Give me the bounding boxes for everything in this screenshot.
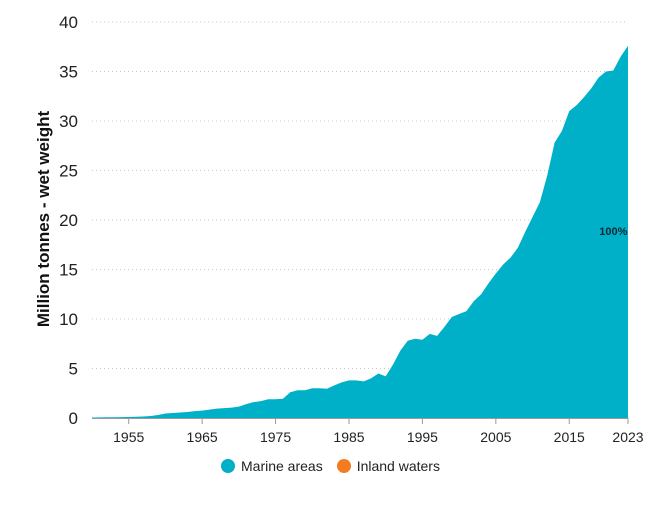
x-tick-label: 2005 <box>480 429 511 445</box>
y-tick-label: 25 <box>59 162 78 181</box>
area-series <box>92 45 628 418</box>
legend-label-inland: Inland waters <box>356 458 440 474</box>
annotations: 100% <box>599 226 627 238</box>
x-tick-label: 1995 <box>407 429 438 445</box>
annotation-label: 100% <box>599 226 627 238</box>
y-tick-labels: 0 5 10 15 20 25 30 35 40 <box>59 13 78 428</box>
y-tick-label: 15 <box>59 261 78 280</box>
x-tick-label: 2023 <box>612 429 643 445</box>
y-tick-label: 0 <box>69 409 78 428</box>
x-tick-label: 1955 <box>113 429 144 445</box>
x-tick-label: 1975 <box>260 429 291 445</box>
x-tick-label: 1965 <box>187 429 218 445</box>
legend-label-marine: Marine areas <box>241 458 323 474</box>
legend: Marine areas Inland waters <box>0 458 661 474</box>
x-tick-label: 2015 <box>554 429 585 445</box>
x-axis: 1955 1965 1975 1985 1995 2005 2015 2023 <box>92 418 644 445</box>
legend-swatch-marine <box>221 459 235 473</box>
y-tick-label: 30 <box>59 112 78 131</box>
y-axis-label: Million tonnes - wet weight <box>34 111 53 328</box>
area-marine-areas[interactable] <box>92 45 628 418</box>
gridlines <box>92 21 628 369</box>
x-tick-label: 1985 <box>333 429 364 445</box>
y-tick-label: 35 <box>59 63 78 82</box>
y-tick-label: 20 <box>59 211 78 230</box>
legend-swatch-inland <box>336 459 351 473</box>
y-tick-label: 5 <box>69 360 78 379</box>
y-tick-label: 40 <box>59 13 78 32</box>
legend-item-inland-waters[interactable]: Inland waters <box>336 458 440 474</box>
legend-item-marine-areas[interactable]: Marine areas <box>221 458 323 474</box>
y-tick-label: 10 <box>59 310 78 329</box>
